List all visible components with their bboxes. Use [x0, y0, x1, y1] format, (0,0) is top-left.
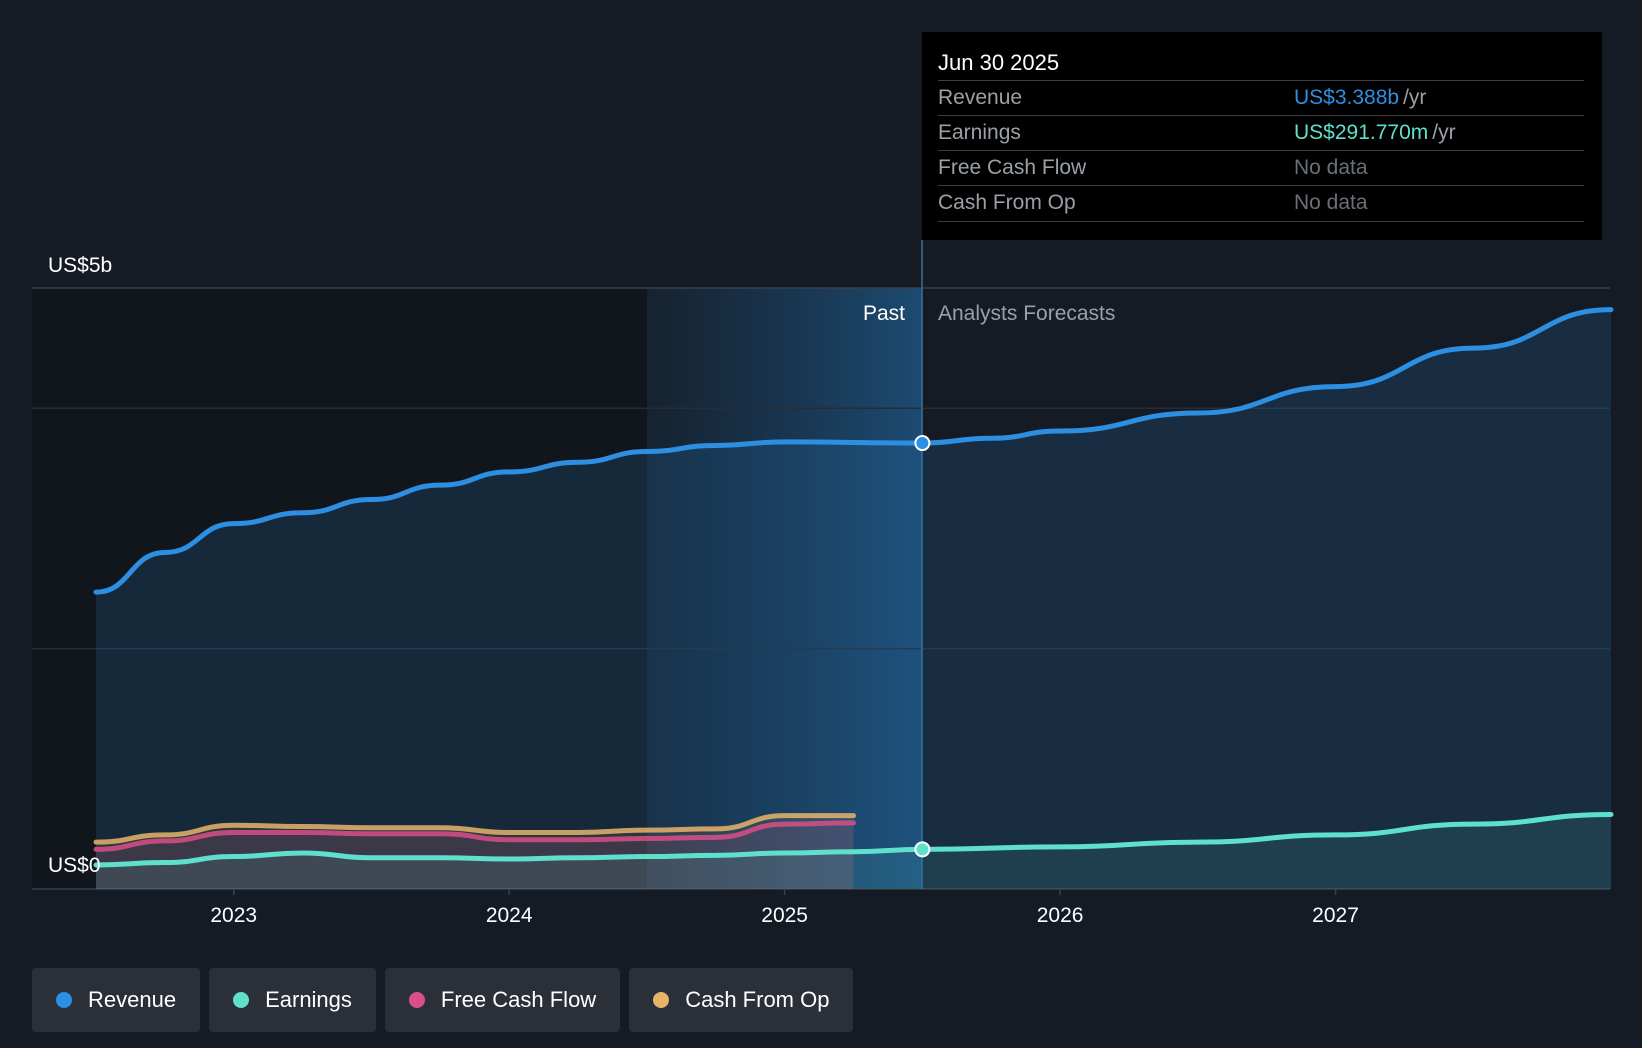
x-tick-label: 2023 — [210, 904, 257, 927]
series-lines — [93, 307, 1614, 868]
tooltip-row-label: Free Cash Flow — [938, 156, 1087, 179]
tooltip-date: Jun 30 2025 — [938, 50, 1060, 75]
legend-item-revenue[interactable]: Revenue — [32, 968, 201, 1032]
past-region-highlight — [647, 288, 922, 889]
legend: Revenue Earnings Free Cash Flow Cash From O… — [32, 968, 854, 1032]
legend-dot-icon — [653, 992, 670, 1008]
tooltip-row-value: No data — [1294, 191, 1368, 214]
earnings-line — [93, 811, 1614, 868]
legend-item-earnings[interactable]: Earnings — [209, 968, 376, 1032]
x-tick-label: 2024 — [486, 904, 533, 927]
legend-item-cash-from-op[interactable]: Cash From Op — [629, 968, 854, 1032]
gridlines — [32, 287, 1610, 890]
x-tick-label: 2026 — [1037, 904, 1084, 927]
past-region-dark — [32, 288, 647, 889]
tooltip-row-value: US$3.388b/yr — [1294, 86, 1427, 109]
tooltip-row: Revenue US$3.388b/yr — [938, 80, 1584, 116]
revenue-area — [96, 309, 1611, 889]
legend-item-free-cash-flow[interactable]: Free Cash Flow — [384, 968, 621, 1032]
tooltip-row-value: No data — [1294, 156, 1368, 179]
cash-from-op-line — [93, 813, 856, 845]
legend-label: Earnings — [265, 987, 352, 1012]
tooltip-row-label: Cash From Op — [938, 191, 1076, 214]
tooltip-row-label: Earnings — [938, 121, 1021, 144]
past-label: Past — [863, 302, 905, 325]
y-axis-bottom-label: US$0 — [48, 854, 101, 877]
legend-label: Revenue — [88, 987, 177, 1012]
tooltip-row: Cash From Op No data — [938, 185, 1584, 222]
legend-dot-icon — [408, 992, 425, 1008]
forecast-label: Analysts Forecasts — [938, 302, 1115, 325]
legend-label: Free Cash Flow — [440, 987, 597, 1012]
tooltip-row: Earnings US$291.770m/yr — [938, 115, 1584, 151]
legend-dot-icon — [233, 992, 250, 1008]
highlight-markers — [914, 435, 931, 858]
revenue-line — [93, 307, 1614, 595]
chart: US$5b US$0 Past Analysts Forecasts 2023 2… — [32, 240, 1614, 927]
tooltip: Jun 30 2025 Revenue US$3.388b/yr Earnings U… — [922, 32, 1602, 240]
legend-label: Cash From Op — [685, 987, 830, 1012]
earnings-marker — [914, 841, 931, 858]
tooltip-row-value: US$291.770m/yr — [1294, 121, 1456, 144]
revenue-marker — [914, 435, 931, 452]
free-cash-flow-line — [93, 820, 856, 852]
tooltip-row: Free Cash Flow No data — [938, 150, 1584, 186]
x-tick-label: 2025 — [761, 904, 808, 927]
y-axis-top-label: US$5b — [48, 254, 112, 277]
legend-dot-icon — [56, 992, 72, 1008]
x-axis-ticks: 2023 2024 2025 2026 2027 — [210, 889, 1359, 927]
x-tick-label: 2027 — [1312, 904, 1359, 927]
tooltip-row-label: Revenue — [938, 86, 1023, 109]
